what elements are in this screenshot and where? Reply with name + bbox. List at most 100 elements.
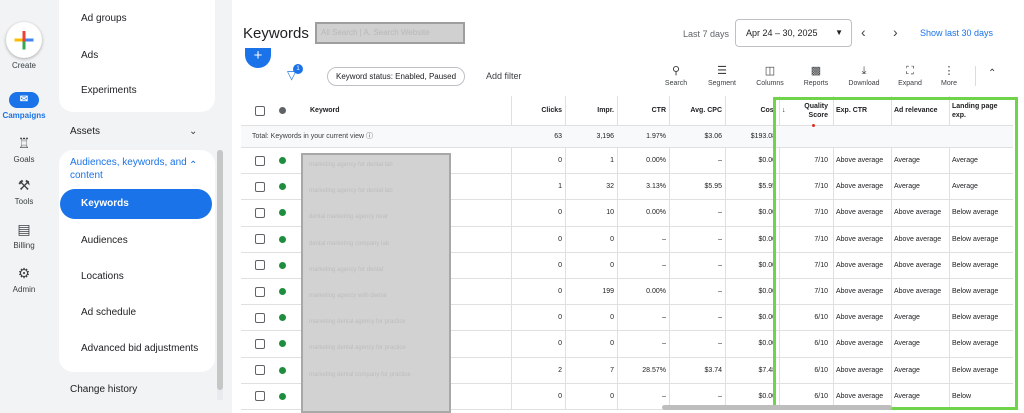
download-tool-button[interactable]: ⤓ Download [842,64,886,87]
nav-item-ads[interactable]: Ads [81,50,99,61]
rail-item-billing[interactable]: ▤ Billing [0,220,48,250]
date-range-picker[interactable]: Apr 24 – 30, 2025 ▼ [735,19,852,47]
col-divider [949,148,950,174]
segment-tool-button[interactable]: ☰ Segment [700,64,744,87]
col-divider [565,252,566,278]
expand-tool-button[interactable]: ⛶ Expand [888,64,932,87]
add-keyword-button[interactable]: + [245,48,271,68]
nav-item-ad-groups[interactable]: Ad groups [81,13,127,24]
table-row[interactable]: 1 32 3.13% $5.95 $5.95 7/10 Above average Avera… [241,174,1013,201]
col-divider [725,279,726,305]
cell-landing-page: Below average [952,288,999,296]
rail-item-campaigns[interactable]: ✉ Campaigns [0,92,48,120]
table-row[interactable]: 0 10 0.00% – $0.00 7/10 Above average Above ave… [241,200,1013,227]
nav-item-keywords[interactable]: Keywords [60,189,212,219]
select-all-checkbox[interactable] [249,96,271,125]
table-row[interactable]: 2 7 28.57% $3.74 $7.48 6/10 Above average Avera… [241,357,1013,384]
nav-item-ad-schedule[interactable]: Ad schedule [81,307,137,318]
reports-tool-button[interactable]: ▩ Reports [794,64,838,87]
show-last-30-days-link[interactable]: Show last 30 days [920,28,994,38]
row-status[interactable] [271,279,293,304]
nav-scrollbar-thumb[interactable] [217,150,223,390]
checkbox-box [255,338,265,349]
col-divider [725,96,726,125]
rail-item-goals[interactable]: ♖ Goals [0,134,48,164]
col-divider [617,226,618,252]
rail-item-tools[interactable]: ⚒ Tools [0,176,48,206]
row-checkbox[interactable] [249,279,271,304]
create-button[interactable] [6,22,42,58]
col-divider [511,305,512,331]
row-checkbox[interactable] [249,384,271,409]
more-tool-button[interactable]: ⋮ More [927,64,971,87]
row-checkbox[interactable] [249,253,271,278]
col-header-impr[interactable]: Impr. [597,107,614,114]
col-header-clicks[interactable]: Clicks [541,107,562,114]
row-status[interactable] [271,200,293,225]
row-checkbox[interactable] [249,148,271,173]
cell-quality-score: 6/10 [814,314,828,322]
row-checkbox[interactable] [249,227,271,252]
chevron-up-icon[interactable]: ⌃ [189,160,198,171]
help-icon[interactable]: ⓘ [366,133,373,140]
col-divider [891,200,892,226]
cell-cost: $0.00 [758,157,776,165]
row-status[interactable] [271,227,293,252]
nav-section-assets[interactable]: Assets [70,126,101,137]
nav-section-audiences-keywords-content[interactable]: Audiences, keywords, and content [70,157,187,181]
table-row[interactable]: 0 0 – – $0.00 6/10 Above average Average Below a… [241,305,1013,332]
table-row[interactable]: 0 0 – – $0.00 6/10 Above average Average Below [241,383,1013,410]
row-status[interactable] [271,174,293,199]
keyword-status-filter-chip[interactable]: Keyword status: Enabled, Paused [327,67,466,86]
nav-item-audiences[interactable]: Audiences [81,235,128,246]
col-header-quality-score[interactable]: Quality Score [804,102,828,119]
row-checkbox[interactable] [249,331,271,356]
col-header-ctr[interactable]: CTR [651,107,666,114]
row-checkbox[interactable] [249,358,271,383]
nav-item-change-history[interactable]: Change history [70,384,138,395]
collapse-toolbar-button[interactable]: ⌃ [988,68,997,79]
row-status[interactable] [271,331,293,356]
cell-cost: $0.00 [758,288,776,296]
horizontal-scrollbar[interactable] [662,405,892,410]
col-header-landing-page[interactable]: Landing page exp. [952,102,998,119]
filter-icon[interactable]: ▽ [287,68,297,82]
table-row[interactable]: 0 0 – – $0.00 6/10 Above average Average Below a… [241,331,1013,358]
col-divider [669,305,670,331]
col-divider [949,331,950,357]
row-status[interactable] [271,305,293,330]
row-checkbox[interactable] [249,200,271,225]
cell-quality-score: 7/10 [814,209,828,217]
cell-quality-score: 7/10 [814,235,828,243]
search-tool-button[interactable]: ⚲ Search [654,64,698,87]
col-header-exp-ctr[interactable]: Exp. CTR [836,107,868,114]
nav-item-advanced-bid-adjustments[interactable]: Advanced bid adjustments [81,343,199,354]
row-status[interactable] [271,253,293,278]
table-row[interactable]: 0 0 – – $0.00 7/10 Above average Above average B… [241,226,1013,253]
row-status[interactable] [271,148,293,173]
cell-ad-relevance: Average [894,157,920,165]
next-period-button[interactable]: › [893,24,898,40]
add-filter-button[interactable]: Add filter [486,71,522,81]
table-row[interactable]: 0 0 – – $0.00 7/10 Above average Above average B… [241,252,1013,279]
nav-item-experiments[interactable]: Experiments [81,85,137,96]
col-header-keyword[interactable]: Keyword [310,107,340,114]
table-row[interactable]: 0 199 0.00% – $0.00 7/10 Above average Above av… [241,279,1013,306]
col-divider [511,174,512,200]
col-divider [833,331,834,357]
col-header-avg-cpc[interactable]: Avg. CPC [690,107,722,114]
col-header-ad-relevance[interactable]: Ad relevance [894,107,938,114]
redacted-keyword-text: marketing agency for dental lab [309,188,393,195]
row-status[interactable] [271,384,293,409]
row-checkbox[interactable] [249,174,271,199]
row-status[interactable] [271,358,293,383]
columns-tool-button[interactable]: ◫ Columns [748,64,792,87]
sort-arrow-down-icon[interactable]: ↓ [782,107,786,114]
previous-period-button[interactable]: ‹ [861,24,866,40]
table-row[interactable]: 0 1 0.00% – $0.00 7/10 Above average Average Ave… [241,148,1013,175]
nav-item-locations[interactable]: Locations [81,271,124,282]
col-header-cost[interactable]: Cost [760,107,776,114]
chevron-down-icon[interactable]: ⌄ [189,126,198,137]
row-checkbox[interactable] [249,305,271,330]
rail-item-admin[interactable]: ⚙ Admin [0,264,48,294]
